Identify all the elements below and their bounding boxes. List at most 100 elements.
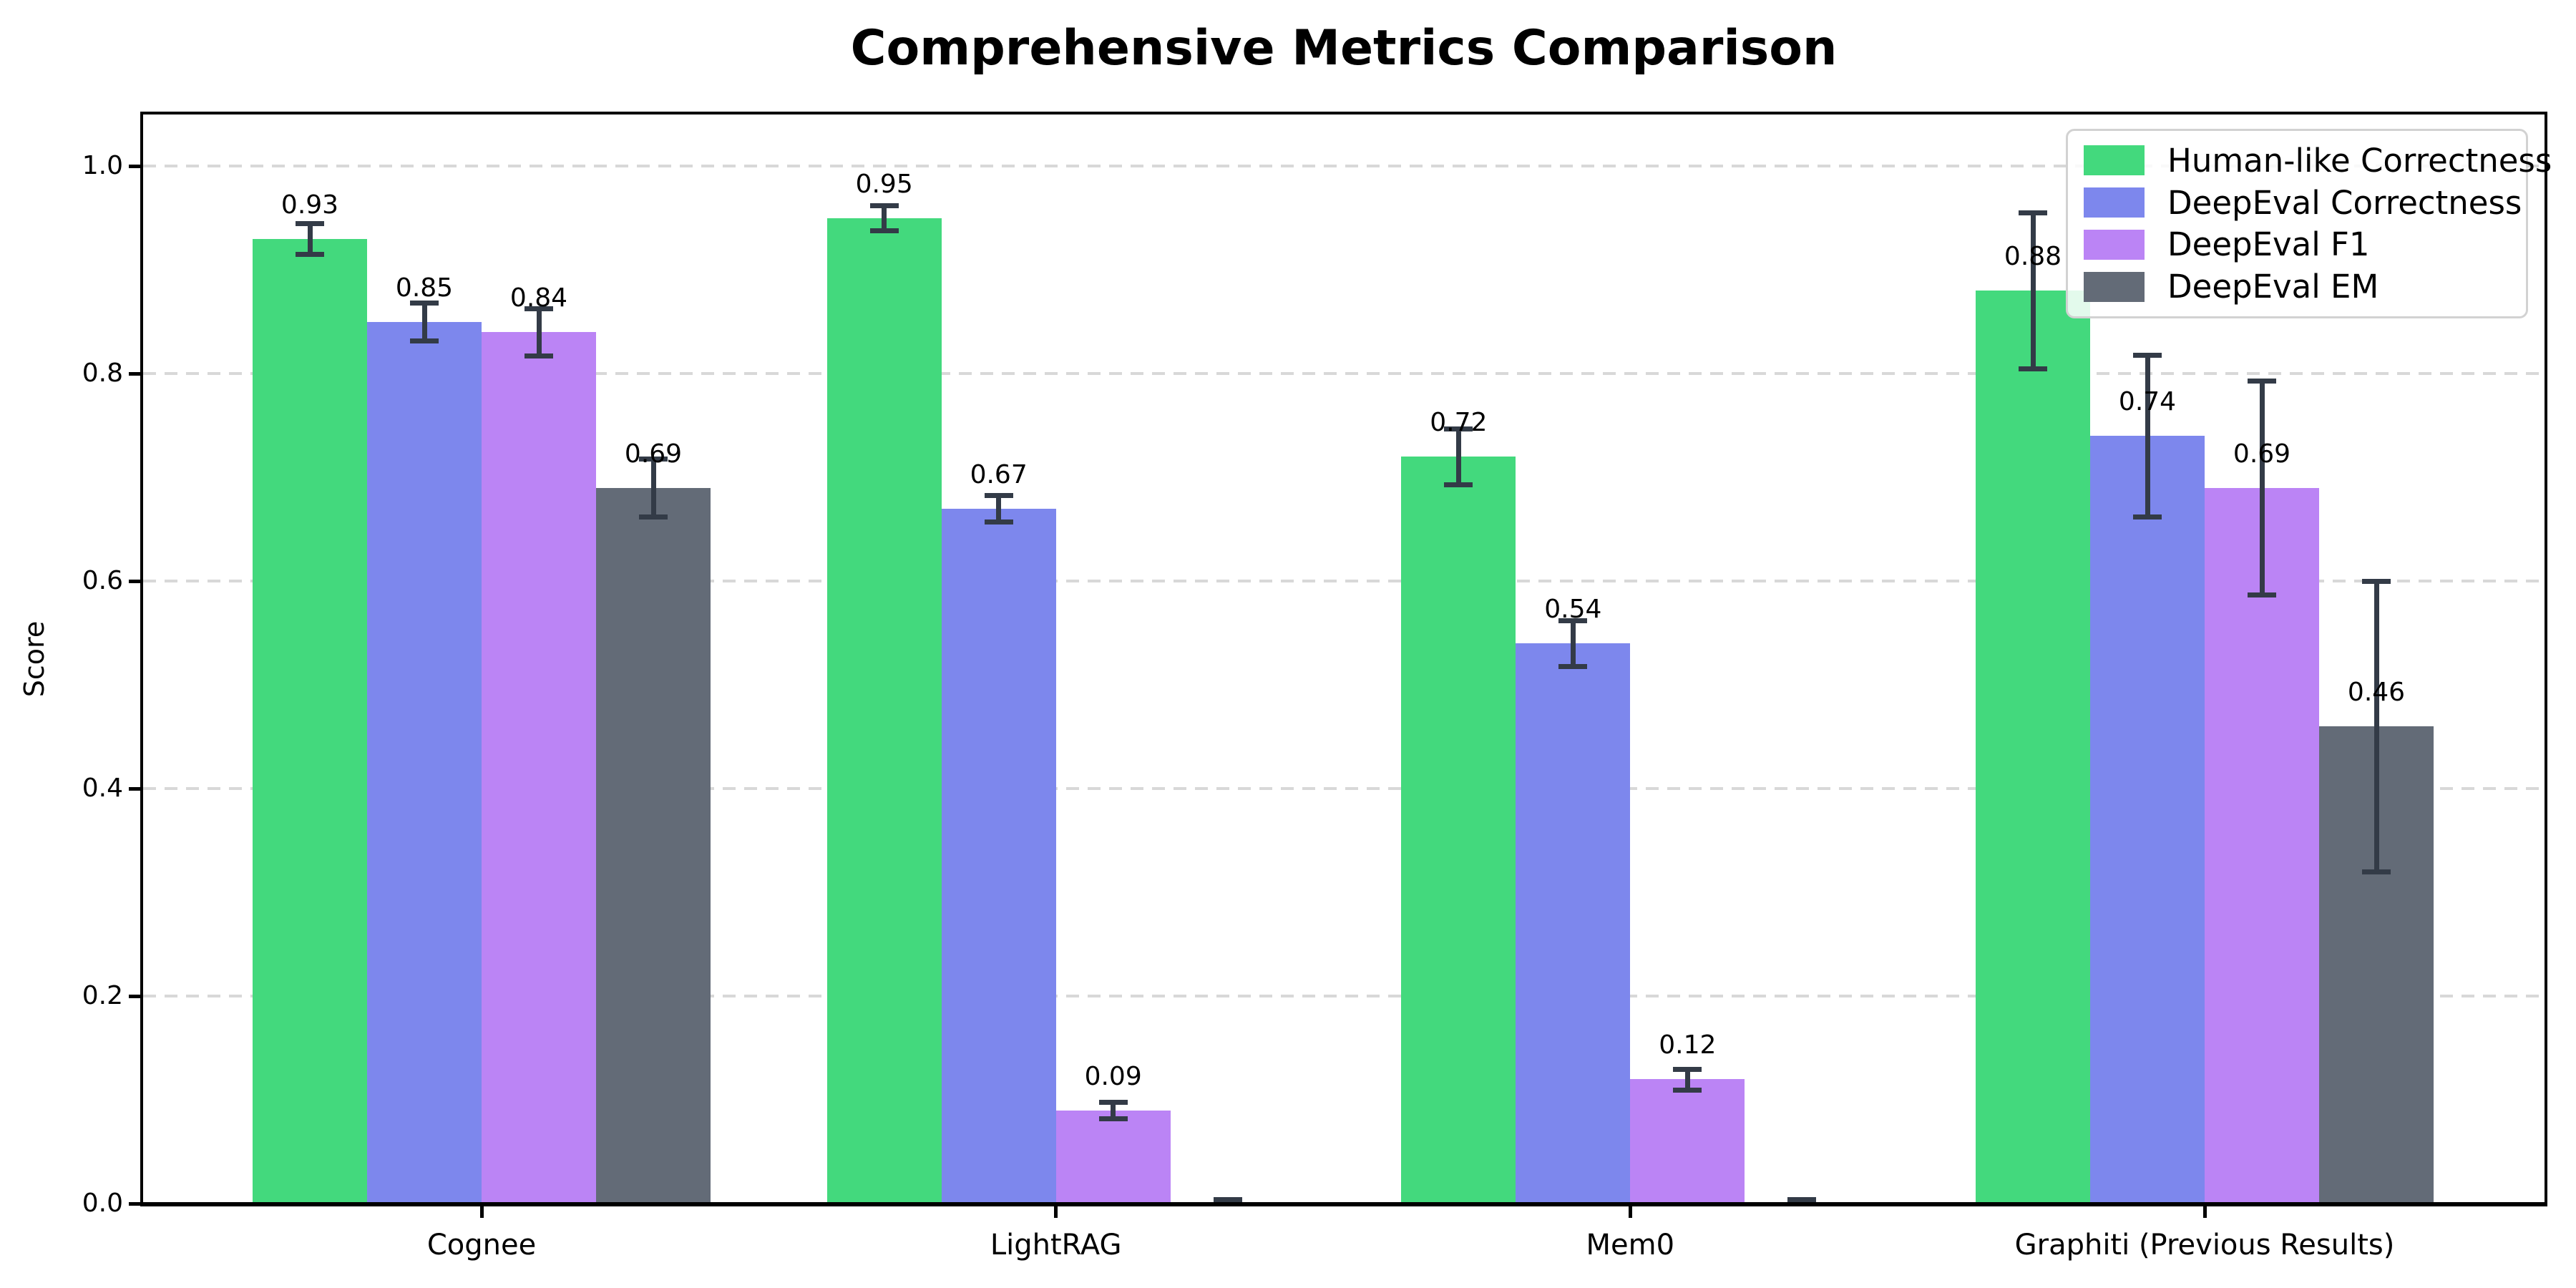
- error-bar-line: [1455, 428, 1461, 485]
- error-bar-cap-top: [1558, 618, 1588, 624]
- error-bar-cap-bottom: [869, 228, 899, 233]
- gridline: [143, 580, 2545, 582]
- error-bar-cap-top: [869, 203, 899, 209]
- bar-human-like-correctness-4: [1976, 291, 2090, 1204]
- bar-value-label: 0.67: [970, 459, 1028, 489]
- error-bar-cap-top: [296, 220, 324, 226]
- bottom-spine: [140, 1202, 2547, 1206]
- error-bar-line: [1684, 1068, 1690, 1090]
- top-spine: [140, 112, 2547, 114]
- chart-title: Comprehensive Metrics Comparison: [850, 20, 1838, 77]
- y-tick-mark: [129, 994, 140, 998]
- bar-human-like-correctness-1: [253, 238, 367, 1204]
- bar-human-like-correctness-3: [1401, 457, 1516, 1204]
- bar-value-label: 0.46: [2347, 678, 2406, 707]
- x-tick-mark: [479, 1206, 484, 1218]
- bar-deepeval-em-1: [596, 487, 711, 1204]
- bar-deepeval-correctness-1: [367, 321, 482, 1204]
- y-tick-mark: [129, 164, 140, 168]
- gridline: [143, 787, 2545, 790]
- legend-label: Human-like Correctness: [2167, 141, 2552, 180]
- error-bar-line: [536, 308, 542, 356]
- error-bar-cap-top: [2362, 579, 2391, 584]
- y-tick-mark: [129, 1201, 140, 1206]
- error-bar-cap-bottom: [2133, 514, 2162, 520]
- error-bar-line: [2259, 381, 2265, 595]
- x-category-label: Graphiti (Previous Results): [2014, 1229, 2395, 1262]
- error-bar-line: [2145, 354, 2150, 517]
- legend-label: DeepEval Correctness: [2167, 183, 2522, 222]
- error-bar-line: [882, 205, 887, 230]
- error-bar-line: [650, 458, 656, 517]
- bar-value-label: 0.72: [1430, 408, 1488, 437]
- error-bar-cap-bottom: [2362, 869, 2391, 874]
- bar-value-label: 0.95: [855, 169, 913, 199]
- error-bar-line: [2373, 581, 2379, 872]
- error-bar-line: [1111, 1101, 1116, 1119]
- error-bar-line: [996, 494, 1002, 522]
- bar-value-label: 0.84: [509, 283, 568, 313]
- legend-row: DeepEval EM: [2084, 268, 2519, 306]
- bar-deepeval-f1-2: [1055, 1110, 1171, 1204]
- error-bar-cap-bottom: [1444, 482, 1473, 488]
- error-bar-cap-top: [2248, 379, 2276, 384]
- error-bar-cap-top: [639, 456, 668, 462]
- legend-row: DeepEval Correctness: [2084, 183, 2522, 222]
- error-bar-cap-bottom: [296, 252, 324, 258]
- y-tick-mark: [129, 579, 140, 583]
- bar-value-label: 0.74: [2118, 387, 2177, 416]
- bar-value-label: 0.54: [1544, 595, 1602, 624]
- error-bar-line: [2030, 213, 2036, 369]
- plot-area: 0.93 0.95 0.72 0.88 0.85 0.67 0.54 0.74 0.84 0.09…: [143, 114, 2545, 1204]
- bar-deepeval-f1-1: [482, 332, 596, 1204]
- error-bar-line: [421, 303, 427, 341]
- bar-value-label: 0.93: [280, 190, 339, 220]
- legend-swatch-icon: [2084, 271, 2145, 302]
- bar-deepeval-correctness-2: [941, 508, 1056, 1204]
- error-bar-cap-top: [2133, 352, 2162, 358]
- legend-row: Human-like Correctness: [2084, 142, 2552, 180]
- error-bar-cap-top: [984, 492, 1013, 498]
- bar-value-label: 0.12: [1659, 1030, 1717, 1060]
- right-spine: [2545, 112, 2547, 1206]
- error-bar-cap-top: [1213, 1197, 1242, 1203]
- x-tick-mark: [1628, 1206, 1632, 1218]
- error-bar-cap-top: [1673, 1066, 1702, 1072]
- bar-value-label: 0.69: [624, 439, 683, 469]
- bar-value-label: 0.88: [2004, 242, 2062, 271]
- legend-label: DeepEval F1: [2167, 225, 2370, 264]
- error-bar-cap-top: [1098, 1099, 1128, 1105]
- y-tick-mark: [129, 786, 140, 791]
- x-category-label: Mem0: [1586, 1229, 1675, 1262]
- x-tick-mark: [1054, 1206, 1058, 1218]
- error-bar-cap-bottom: [1558, 663, 1588, 669]
- error-bar-line: [1570, 620, 1576, 666]
- bar-deepeval-f1-4: [2205, 487, 2319, 1204]
- bar-deepeval-correctness-4: [2090, 436, 2205, 1204]
- left-spine: [140, 112, 143, 1206]
- x-tick-mark: [2202, 1206, 2207, 1218]
- error-bar-cap-top: [410, 301, 439, 306]
- y-tick-label: 0.8: [82, 358, 123, 388]
- error-bar-cap-top: [1787, 1197, 1817, 1203]
- error-bar-cap-top: [525, 306, 553, 311]
- error-bar-cap-bottom: [410, 338, 439, 343]
- legend-swatch-icon: [2084, 187, 2145, 218]
- error-bar-cap-bottom: [2019, 366, 2047, 371]
- legend-label: DeepEval EM: [2167, 268, 2379, 306]
- error-bar-cap-top: [1444, 426, 1473, 431]
- bar-deepeval-correctness-3: [1516, 643, 1631, 1204]
- y-tick-mark: [129, 371, 140, 376]
- legend-swatch-icon: [2084, 229, 2145, 260]
- bar-human-like-correctness-2: [826, 218, 942, 1204]
- error-bar-cap-bottom: [525, 353, 553, 359]
- bar-deepeval-f1-3: [1630, 1079, 1745, 1204]
- y-tick-label: 0.6: [82, 566, 123, 595]
- error-bar-cap-top: [2019, 210, 2047, 216]
- y-tick-label: 0.4: [82, 774, 123, 803]
- error-bar-line: [307, 223, 313, 255]
- gridline: [143, 165, 2545, 167]
- y-axis-label: Score: [19, 620, 50, 698]
- legend-row: DeepEval F1: [2084, 225, 2519, 263]
